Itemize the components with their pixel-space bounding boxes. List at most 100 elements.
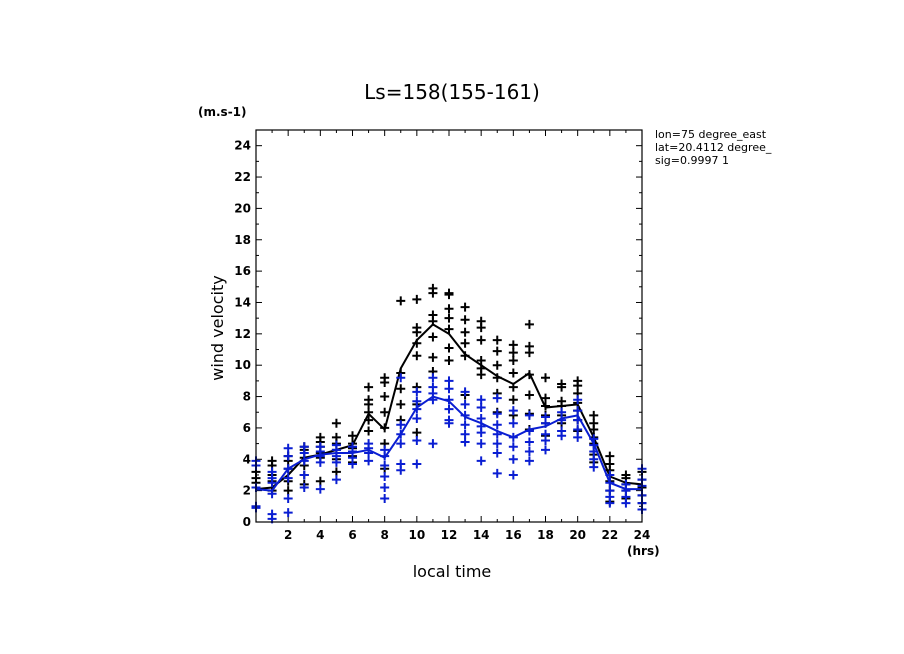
data-point-cross [428, 283, 438, 293]
data-point-cross [267, 467, 277, 477]
x-tick-label: 14 [473, 528, 490, 542]
data-point-cross [589, 462, 599, 472]
data-point-cross [492, 448, 502, 458]
data-point-cross [283, 443, 293, 453]
data-point-cross [412, 414, 422, 424]
data-point-cross [573, 424, 583, 434]
x-tick-label: 24 [634, 528, 651, 542]
data-point-cross [396, 459, 406, 469]
data-point-cross [492, 468, 502, 478]
data-point-cross [428, 332, 438, 342]
data-point-cross [380, 407, 390, 417]
data-point-cross [412, 435, 422, 445]
data-point-cross [541, 429, 550, 439]
data-point-cross [476, 395, 486, 405]
x-tick-label: 6 [348, 528, 356, 542]
data-point-cross [541, 393, 550, 403]
data-point-cross [460, 429, 470, 439]
data-point-cross [508, 406, 518, 416]
data-point-cross [621, 470, 631, 480]
data-point-cross [605, 451, 615, 461]
y-tick-label: 0 [243, 515, 251, 529]
data-point-cross [460, 420, 470, 430]
data-point-cross [444, 355, 454, 365]
data-point-cross [541, 373, 550, 383]
data-point-cross [492, 409, 502, 419]
mean-line [255, 395, 642, 492]
data-point-cross [396, 296, 406, 306]
data-point-cross [508, 348, 518, 358]
data-point-cross [364, 395, 374, 405]
data-point-cross [412, 396, 422, 406]
data-point-cross [476, 335, 486, 345]
data-point-cross [364, 426, 374, 436]
data-point-cross [508, 395, 518, 405]
data-point-cross [444, 324, 454, 334]
data-point-cross [621, 479, 631, 489]
x-tick-label: 18 [537, 528, 554, 542]
data-point-cross [380, 472, 390, 482]
data-point-cross [476, 456, 486, 466]
x-tick-label: 12 [441, 528, 458, 542]
data-point-cross [508, 355, 518, 365]
plot-series [251, 283, 647, 524]
data-point-cross [460, 315, 470, 325]
data-point-cross [573, 376, 583, 386]
y-tick-label: 2 [243, 484, 251, 498]
data-point-cross [476, 439, 486, 449]
data-point-cross [267, 509, 277, 519]
data-point-cross [396, 420, 406, 430]
y-tick-label: 24 [234, 139, 251, 153]
data-point-cross [460, 338, 470, 348]
y-tick-label: 16 [234, 264, 251, 278]
data-point-cross [380, 445, 390, 455]
data-point-cross [524, 341, 534, 351]
data-point-cross [444, 343, 454, 353]
data-point-cross [412, 294, 422, 304]
data-point-cross [364, 456, 374, 466]
y-tick-label: 14 [234, 295, 251, 309]
data-point-cross [299, 483, 309, 493]
data-point-cross [315, 476, 325, 486]
x-tick-label: 20 [569, 528, 586, 542]
data-point-cross [283, 508, 293, 518]
data-point-cross [444, 415, 454, 425]
data-point-cross [380, 483, 390, 493]
data-point-cross [557, 396, 567, 406]
data-point-cross [589, 454, 599, 464]
data-point-cross [348, 431, 357, 441]
data-point-cross [364, 382, 374, 392]
data-point-cross [444, 288, 454, 298]
data-point-cross [444, 376, 454, 386]
x-tick-label: 10 [408, 528, 425, 542]
data-point-cross [364, 439, 374, 449]
plot-frame [255, 129, 643, 523]
data-point-cross [508, 418, 518, 428]
data-point-cross [331, 467, 341, 477]
x-tick-label: 8 [380, 528, 388, 542]
data-point-cross [476, 403, 486, 413]
data-point-cross [283, 486, 293, 496]
data-point-cross [508, 470, 518, 480]
data-point-cross [605, 486, 615, 496]
data-point-cross [605, 459, 615, 469]
annotation-line: lon=75 degree_east [655, 128, 767, 141]
data-point-cross [508, 442, 518, 452]
data-point-cross [380, 373, 390, 383]
data-point-cross [524, 446, 534, 456]
y-tick-label: 12 [234, 327, 251, 341]
y-tick-label: 22 [234, 170, 251, 184]
data-point-cross [492, 360, 502, 370]
data-point-cross [315, 432, 325, 442]
x-tick-label: 16 [505, 528, 522, 542]
data-point-cross [396, 399, 406, 409]
data-point-cross [412, 323, 422, 333]
data-point-cross [476, 414, 486, 424]
data-point-cross [541, 445, 550, 455]
data-point-cross [557, 379, 567, 389]
y-tick-label: 18 [234, 233, 251, 247]
y-tick-label: 8 [243, 390, 251, 404]
data-point-cross [444, 384, 454, 394]
series-group [251, 373, 647, 524]
